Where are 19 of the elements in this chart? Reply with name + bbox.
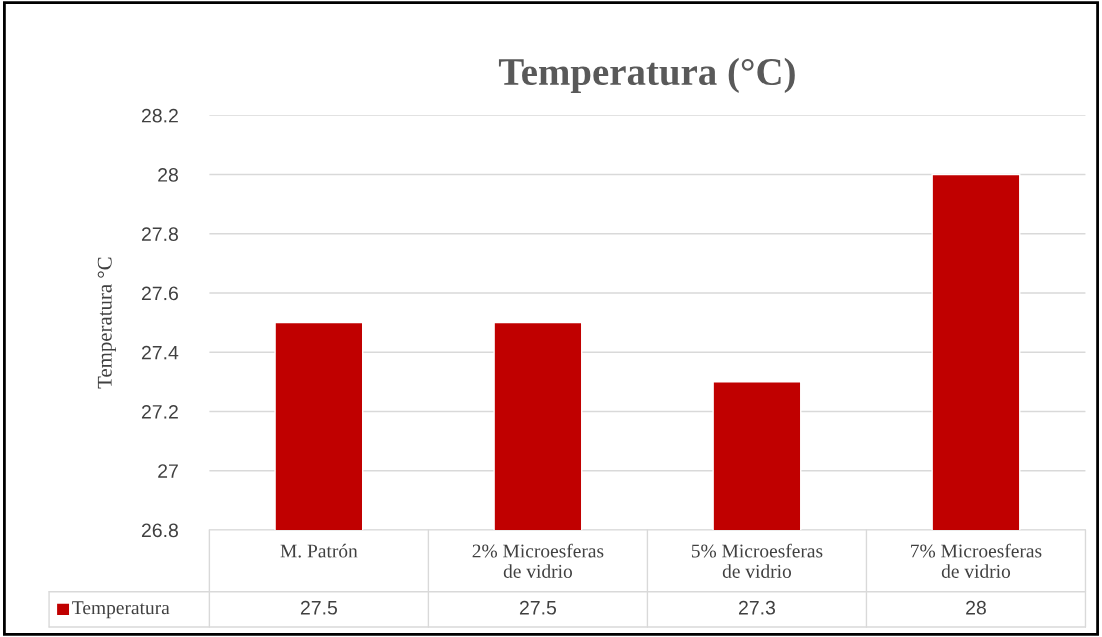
y-tick-label: 28 (158, 168, 178, 182)
y-tick-label: 27.2 (141, 404, 178, 419)
y-tick-label: 27.8 (141, 227, 178, 242)
data-label: 28 (966, 600, 986, 615)
data-label: 27.3 (738, 600, 776, 615)
x-tick-label: 5% Microesferas de vidrio (691, 543, 823, 578)
chart-title: Temperatura (°C) (498, 57, 795, 94)
legend-label: Temperatura (72, 601, 170, 619)
y-tick-label: 27 (158, 464, 178, 478)
x-tick-label: 2% Microesferas de vidrio (472, 543, 604, 578)
x-tick-label: M. Patrón (280, 543, 358, 558)
y-tick-label: 27.6 (141, 286, 178, 301)
y-tick-label: 28.2 (141, 108, 178, 123)
y-tick-label: 26.8 (141, 523, 178, 538)
x-tick-label: 7% Microesferas de vidrio (911, 543, 1042, 578)
data-label: 27.5 (519, 600, 557, 615)
data-label: 27.5 (300, 600, 337, 615)
y-axis-title: Temperatura °C (97, 257, 116, 389)
y-tick-label: 27.4 (141, 345, 179, 360)
